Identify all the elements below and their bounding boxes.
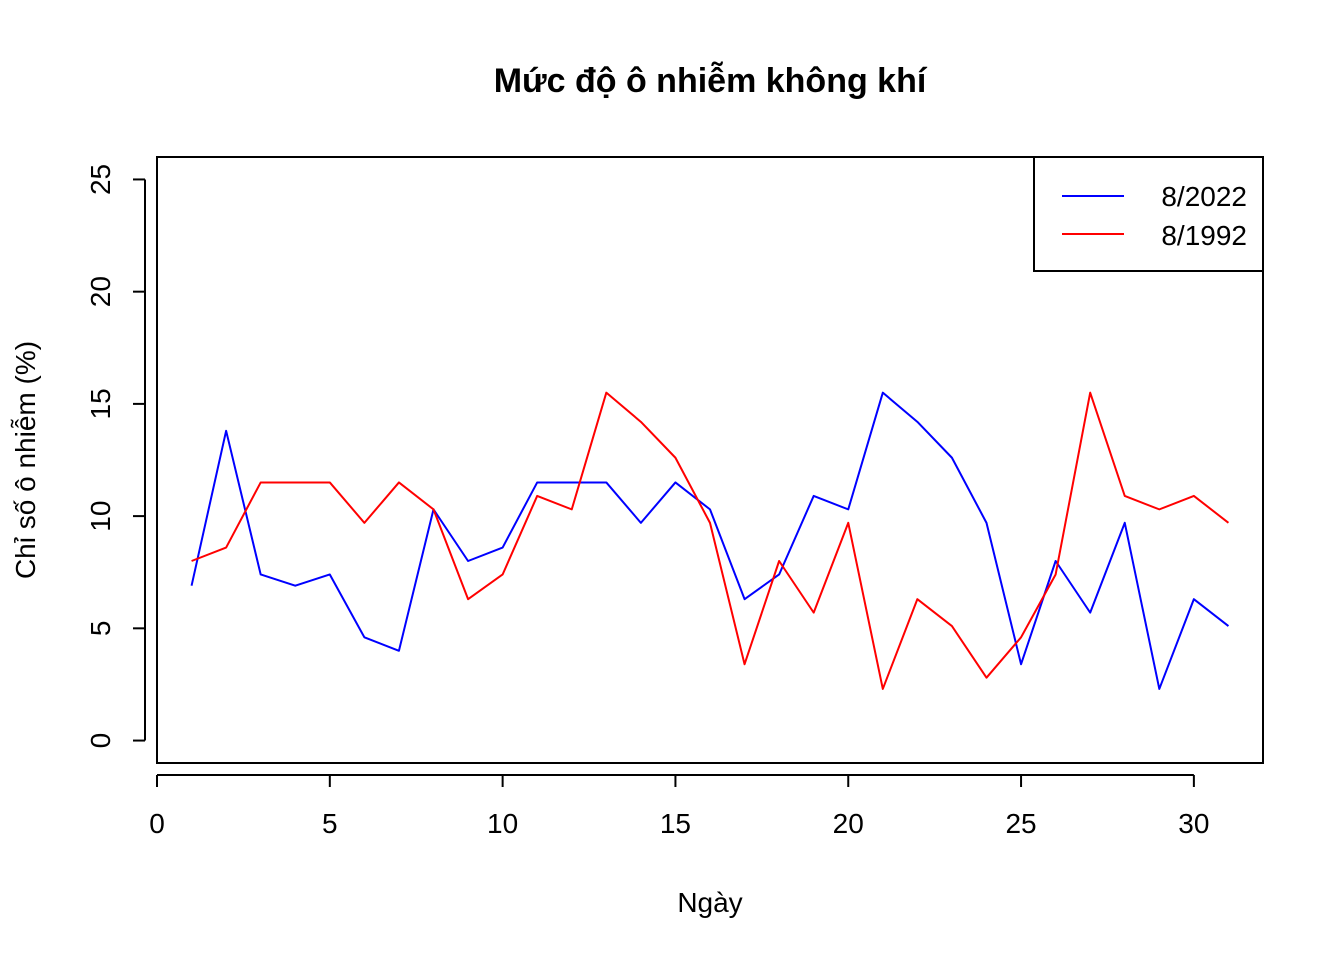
legend-label-8-1992: 8/1992: [1161, 220, 1247, 251]
series-line-8-1992: [191, 391, 1230, 690]
legend-box: [1033, 156, 1264, 272]
x-tick-label: 10: [487, 808, 518, 839]
x-tick-label: 30: [1178, 808, 1209, 839]
x-tick-label: 15: [660, 808, 691, 839]
y-tick-label: 25: [85, 164, 116, 195]
x-tick-label: 5: [322, 808, 338, 839]
y-tick-label: 20: [85, 276, 116, 307]
y-tick-label: 10: [85, 501, 116, 532]
chart-title: Mức độ ô nhiễm không khí: [494, 62, 928, 100]
series-line-8-2022: [190, 391, 1230, 690]
y-tick-label: 0: [85, 733, 116, 749]
legend: 8/2022 8/1992: [1033, 156, 1264, 272]
series-layer: [190, 391, 1230, 690]
x-tick-label: 0: [149, 808, 165, 839]
y-tick-label: 15: [85, 388, 116, 419]
y-axis: 0 5 10 15 20 25: [85, 164, 146, 749]
x-tick-label: 20: [833, 808, 864, 839]
y-tick-label: 5: [85, 621, 116, 637]
x-axis-label: Ngày: [677, 887, 742, 918]
plot-area-border: [156, 156, 1264, 764]
x-tick-label: 25: [1005, 808, 1036, 839]
y-axis-label: Chỉ số ô nhiễm (%): [10, 341, 41, 579]
x-axis: 0 5 10 15 20 25 30: [149, 774, 1209, 839]
legend-label-8-2022: 8/2022: [1161, 181, 1247, 212]
